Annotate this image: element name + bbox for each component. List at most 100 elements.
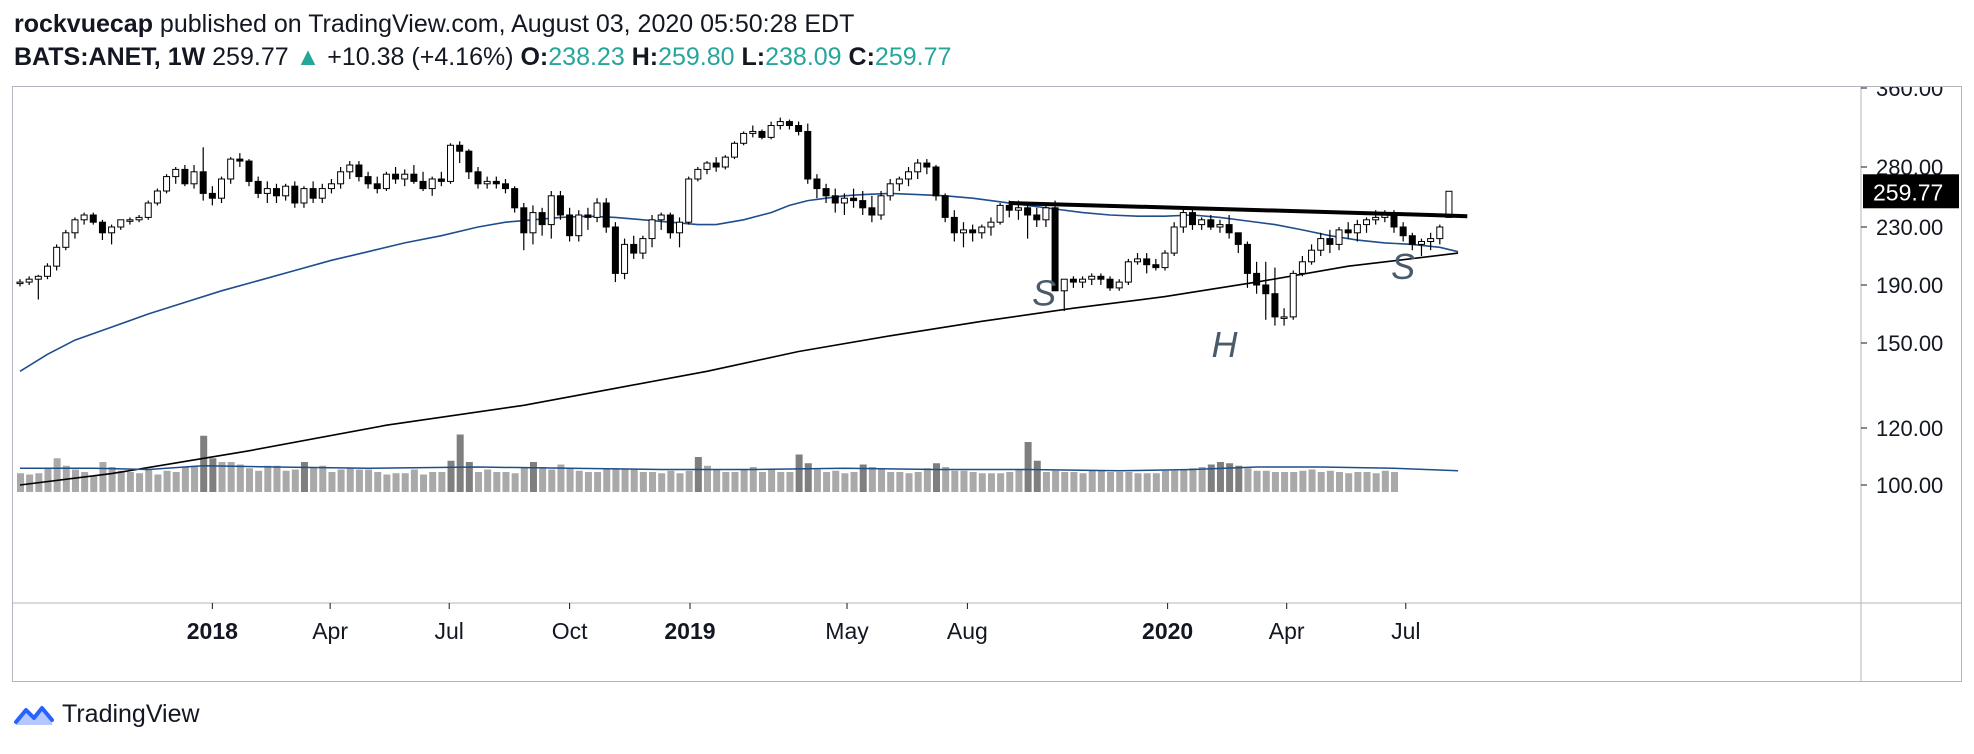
volume-bar xyxy=(905,473,913,492)
tradingview-brand[interactable]: TradingView xyxy=(62,700,200,728)
volume-bar xyxy=(502,472,510,492)
tradingview-logo-icon[interactable] xyxy=(14,704,54,726)
y-tick-label: 150.00 xyxy=(1876,331,1943,356)
volume-bar xyxy=(438,472,446,492)
candle-down xyxy=(1234,232,1242,245)
candle-up xyxy=(1335,229,1343,245)
candle-down xyxy=(1033,214,1041,221)
volume-bar xyxy=(630,469,638,492)
volume-bar xyxy=(511,473,519,492)
candle-down xyxy=(932,166,940,197)
volume-bar xyxy=(649,472,657,492)
candle-up xyxy=(282,185,290,197)
candle-down xyxy=(1188,212,1196,226)
candle-down xyxy=(492,180,500,185)
publish-line: rockvuecap published on TradingView.com,… xyxy=(14,8,951,40)
volume-bar xyxy=(621,469,629,492)
volume-bar xyxy=(1226,463,1234,492)
candle-down xyxy=(785,121,793,127)
candle-up xyxy=(71,219,79,234)
candle-down xyxy=(566,214,574,237)
candle-down xyxy=(1143,258,1151,266)
volume-bar xyxy=(1189,468,1197,492)
volume-bar xyxy=(401,473,409,492)
volume-bar xyxy=(1116,472,1124,492)
candle-up xyxy=(1014,207,1022,211)
candle-up xyxy=(895,178,903,185)
candle-down xyxy=(291,185,299,204)
volume-bar xyxy=(868,467,876,492)
y-tick-label: 360.00 xyxy=(1876,87,1943,101)
volume-bar xyxy=(1290,472,1298,492)
volume-bar xyxy=(584,472,592,492)
volume-bar xyxy=(392,473,400,492)
volume-bar xyxy=(850,472,858,492)
volume-bar xyxy=(1006,472,1014,492)
pattern-label: S xyxy=(1032,272,1056,313)
candle-down xyxy=(520,207,528,234)
volume-bar xyxy=(126,472,134,492)
volume-bar xyxy=(81,472,89,492)
volume-bar xyxy=(1097,470,1105,492)
candle-up xyxy=(593,202,601,218)
volume-bar xyxy=(484,469,492,492)
candle-up xyxy=(547,195,555,226)
symbol-label[interactable]: BATS:ANET, 1W xyxy=(14,43,206,71)
candle-down xyxy=(1253,272,1261,286)
publisher-name[interactable]: rockvuecap xyxy=(14,10,153,38)
candle-up xyxy=(153,190,161,204)
volume-bar xyxy=(44,468,52,492)
candle-down xyxy=(831,195,839,204)
chart-area[interactable]: S H S 100.00 120.00 150.00 190.00 230.00 280.00 3… xyxy=(12,86,1962,682)
volume-bar xyxy=(1088,470,1096,492)
volume-bar xyxy=(337,469,345,492)
close-value: 259.77 xyxy=(874,43,952,71)
candle-down xyxy=(254,180,262,194)
volume-bar xyxy=(520,467,528,492)
price-chart[interactable]: SHS100.00120.00150.00190.00230.00280.003… xyxy=(13,87,1961,681)
candle-up xyxy=(346,164,354,173)
candle-down xyxy=(556,195,564,216)
candle-up xyxy=(877,195,885,216)
candle-up xyxy=(886,183,894,197)
volume-bar xyxy=(1281,472,1289,492)
candle-down xyxy=(1024,207,1032,216)
volume-bar xyxy=(475,472,482,492)
volume-bar xyxy=(209,458,217,492)
volume-bar xyxy=(942,467,950,492)
x-tick-label: Oct xyxy=(552,618,588,644)
volume-bar xyxy=(987,473,995,492)
volume-bar xyxy=(566,468,574,492)
volume-bar xyxy=(612,468,620,492)
candle-up xyxy=(703,162,711,170)
candle-down xyxy=(666,214,674,234)
volume-bar xyxy=(17,473,24,492)
candle-down xyxy=(89,214,97,223)
volume-bar xyxy=(374,472,382,492)
candle-down xyxy=(1106,278,1114,289)
candle-up xyxy=(749,130,757,134)
candle-up xyxy=(1317,238,1325,251)
candle-up xyxy=(108,226,116,234)
candle-up xyxy=(34,275,42,280)
volume-bar xyxy=(246,468,253,492)
candle-down xyxy=(602,202,610,228)
volume-bar xyxy=(823,472,831,492)
candle-up xyxy=(1417,241,1425,245)
volume-bar xyxy=(163,470,171,492)
candle-down xyxy=(950,216,958,234)
candle-up xyxy=(1079,278,1087,283)
volume-bar xyxy=(749,467,757,492)
candle-down xyxy=(1152,264,1160,269)
volume-bar xyxy=(319,465,327,492)
last-price: 259.77 xyxy=(212,43,289,71)
candle-up xyxy=(840,197,848,204)
candle-up xyxy=(263,188,271,194)
volume-bar xyxy=(410,469,418,492)
volume-bar xyxy=(53,458,61,492)
open-value: 238.23 xyxy=(548,43,625,71)
pattern-label: S xyxy=(1391,246,1415,287)
volume-bar xyxy=(603,468,611,492)
candle-down xyxy=(373,183,381,190)
candle-up xyxy=(25,278,33,283)
